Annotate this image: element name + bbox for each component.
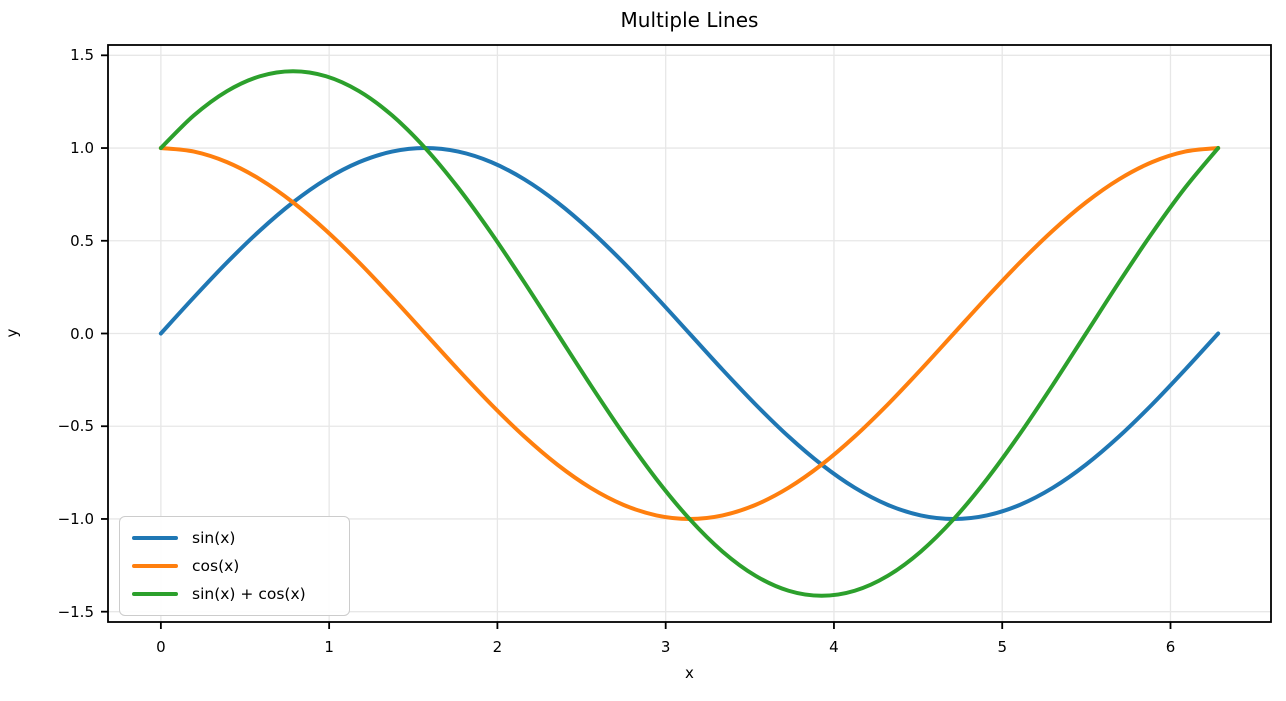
chart-title: Multiple Lines xyxy=(620,8,759,32)
y-tick-label: −1.0 xyxy=(57,509,94,528)
x-tick-label: 6 xyxy=(1165,638,1176,656)
legend-label: sin(x) + cos(x) xyxy=(192,585,306,603)
y-tick-label: 0.0 xyxy=(70,324,94,343)
series-line-sin-x xyxy=(158,146,1221,521)
legend-item: sin(x) xyxy=(132,524,337,552)
x-tick-label: 4 xyxy=(829,638,839,656)
legend-label: sin(x) xyxy=(192,529,236,547)
x-axis-label: x xyxy=(685,664,694,682)
x-tick-label: 0 xyxy=(156,638,166,656)
legend-line-swatch xyxy=(132,536,178,540)
legend-label: cos(x) xyxy=(192,557,240,575)
y-tick-label: −0.5 xyxy=(57,417,94,436)
y-tick-label: 1.5 xyxy=(70,46,94,65)
x-tick-label: 3 xyxy=(660,638,671,656)
x-tick-label: 1 xyxy=(324,638,334,656)
x-tick-label: 2 xyxy=(492,638,503,656)
y-axis-label: y xyxy=(3,328,21,338)
legend-line-swatch xyxy=(132,564,178,568)
series-line-sin-x-cos-x xyxy=(158,69,1221,598)
legend-line-swatch xyxy=(132,592,178,596)
y-tick-label: 0.5 xyxy=(70,231,94,250)
legend-item: sin(x) + cos(x) xyxy=(132,580,337,608)
y-tick-label: 1.0 xyxy=(70,139,94,158)
legend-item: cos(x) xyxy=(132,552,337,580)
axes-spines xyxy=(107,44,1272,623)
y-tick-label: −1.5 xyxy=(57,602,94,621)
x-tick-label: 5 xyxy=(997,638,1007,656)
legend: sin(x) cos(x) sin(x) + cos(x) xyxy=(119,516,350,616)
